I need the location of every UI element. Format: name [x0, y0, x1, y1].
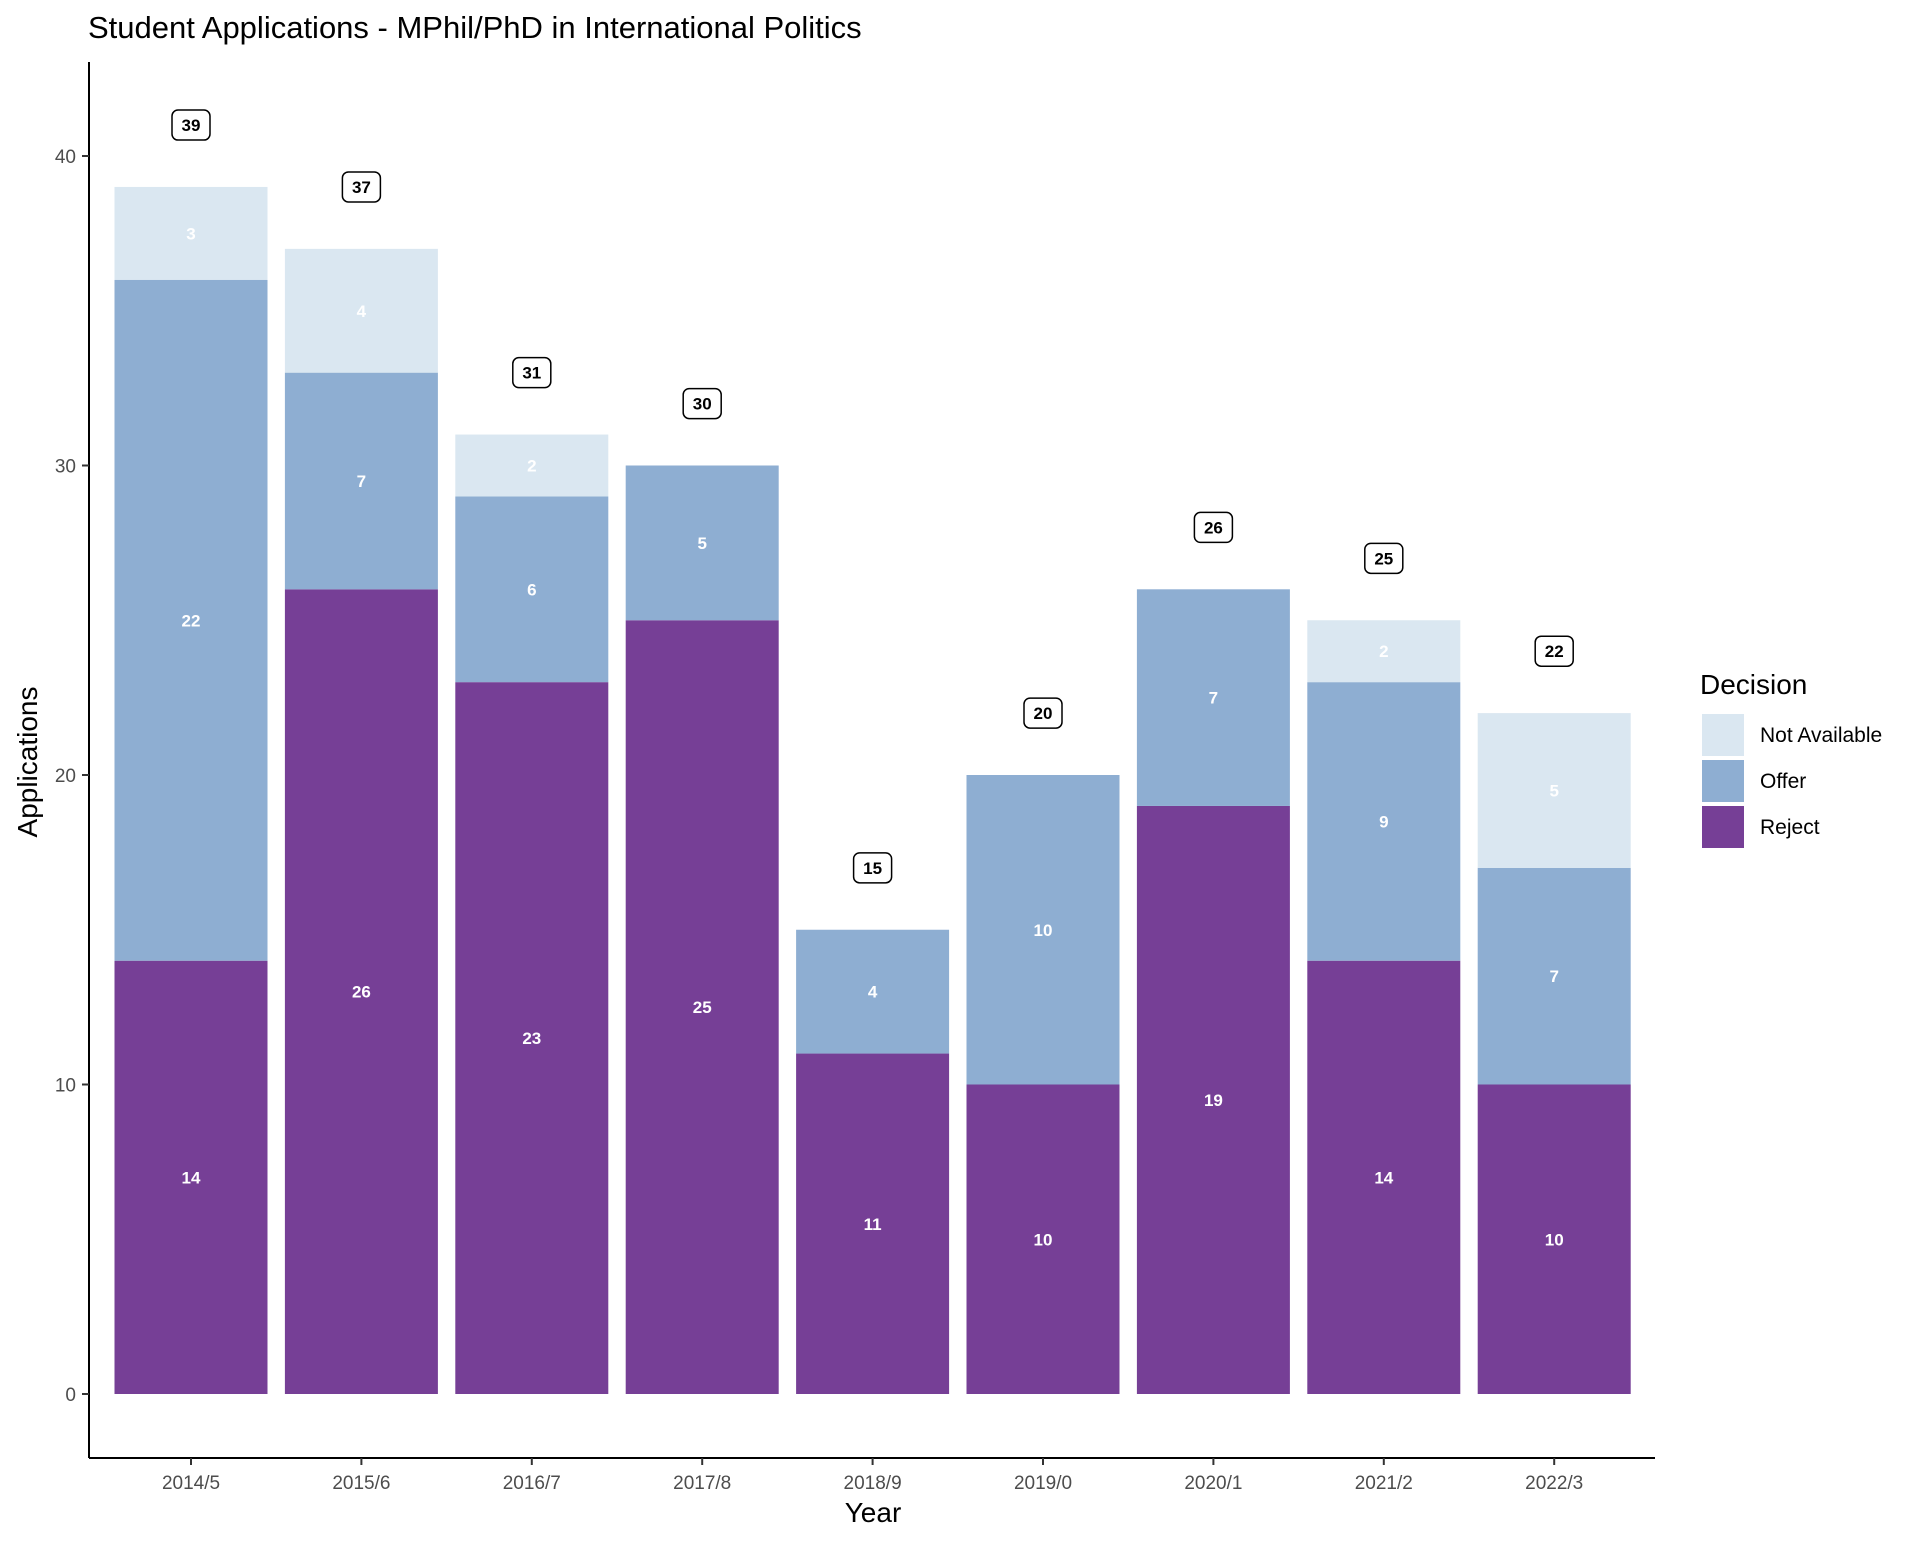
legend-label: Reject: [1760, 816, 1820, 839]
y-tick-label: 0: [65, 1385, 76, 1406]
bar-segment: [1307, 960, 1461, 1394]
bar-segment: [1136, 589, 1290, 806]
total-label: 15: [863, 859, 882, 878]
segment-value-label: 22: [182, 611, 201, 630]
total-label-box: [1534, 635, 1574, 667]
bar-segment: [455, 496, 609, 683]
segment-value-label: 10: [1034, 1230, 1053, 1249]
legend-label: Not Available: [1760, 724, 1882, 747]
total-label: 25: [1374, 549, 1393, 568]
x-tick-label: 2018/9: [844, 1473, 902, 1494]
bar-segment: [114, 279, 268, 961]
total-label-box: [341, 171, 382, 203]
x-tick-label: 2016/7: [503, 1473, 561, 1494]
bar-segment: [796, 929, 950, 1054]
total-label-box: [852, 852, 893, 884]
total-label: 22: [1545, 642, 1564, 661]
segment-value-label: 5: [1549, 781, 1558, 800]
x-tick-label: 2014/5: [162, 1473, 220, 1494]
segment-value-label: 5: [697, 534, 706, 553]
x-tick-label: 2022/3: [1525, 1473, 1583, 1494]
legend-key: [1702, 760, 1744, 802]
total-label-box: [1023, 697, 1063, 729]
bar-segment: [1307, 682, 1461, 961]
bar-segment: [966, 1084, 1120, 1394]
x-tick-label: 2019/0: [1014, 1473, 1072, 1494]
total-label: 37: [352, 178, 371, 197]
total-label-box: [171, 109, 211, 141]
bar-segment: [1136, 805, 1290, 1394]
segment-value-label: 2: [1379, 642, 1388, 661]
legend: Decision Not Available Offer Reject: [1700, 669, 1882, 848]
segment-value-label: 9: [1379, 812, 1388, 831]
total-label: 26: [1204, 518, 1223, 537]
segment-value-label: 26: [352, 983, 371, 1002]
total-label-box: [1364, 542, 1404, 575]
bar-segment: [625, 465, 779, 621]
bar-segment: [625, 620, 779, 1394]
segment-value-label: 7: [1209, 689, 1218, 708]
segment-value-label: 14: [1374, 1168, 1393, 1187]
segment-value-label: 23: [522, 1029, 541, 1048]
y-tick-label: 40: [55, 147, 76, 168]
total-label: 30: [693, 395, 712, 414]
legend-key: [1702, 714, 1744, 756]
segment-value-label: 25: [693, 998, 712, 1017]
y-tick-label: 20: [55, 766, 76, 787]
total-label-box: [1193, 511, 1234, 544]
bar-segment: [1477, 867, 1631, 1085]
legend-key: [1702, 806, 1744, 848]
segment-value-label: 3: [186, 224, 195, 243]
segment-value-label: 7: [1549, 967, 1558, 986]
segment-value-label: 19: [1204, 1091, 1223, 1110]
legend-title: Decision: [1700, 669, 1807, 700]
bar-segment: [455, 682, 609, 1394]
bar-segment: [1307, 620, 1461, 683]
x-tick-label: 2020/1: [1184, 1473, 1242, 1494]
segment-value-label: 10: [1545, 1230, 1564, 1249]
bar-segment: [114, 186, 268, 280]
bar-segment: [455, 434, 609, 497]
x-tick-label: 2021/2: [1355, 1473, 1413, 1494]
segment-value-label: 14: [182, 1168, 201, 1187]
x-tick-label: 2015/6: [332, 1473, 390, 1494]
bar-segment: [1477, 713, 1631, 868]
y-tick-label: 10: [55, 1076, 76, 1097]
segment-value-label: 11: [864, 1215, 882, 1234]
bar-segment: [284, 589, 438, 1394]
total-label: 31: [522, 364, 541, 383]
bar-segment: [966, 775, 1120, 1085]
x-axis-title: Year: [845, 1497, 902, 1528]
bar-segment: [284, 248, 438, 373]
y-tick-label: 30: [55, 457, 76, 478]
total-label-box: [512, 356, 552, 389]
segment-value-label: 4: [868, 983, 878, 1002]
segment-value-label: 10: [1034, 921, 1053, 940]
total-label: 20: [1034, 704, 1053, 723]
plot-area: 0 10 20 30 40 14 22 3 39 2014/5 26 7 4 37 2015/6 23 6 2 31…: [55, 62, 1655, 1494]
bar-segment: [284, 372, 438, 590]
legend-label: Offer: [1760, 770, 1806, 793]
y-axis-title: Applications: [12, 687, 43, 838]
bar-segment: [796, 1053, 950, 1394]
segment-value-label: 4: [357, 302, 367, 321]
total-label-box: [682, 387, 722, 420]
bar-segment: [114, 960, 268, 1394]
segment-value-label: 7: [357, 472, 366, 491]
bar-segment: [1477, 1084, 1631, 1394]
segment-value-label: 2: [527, 457, 536, 476]
x-tick-label: 2017/8: [673, 1473, 731, 1494]
total-label: 39: [182, 116, 201, 135]
segment-value-label: 6: [527, 580, 536, 599]
chart-title: Student Applications - MPhil/PhD in Inte…: [88, 10, 862, 45]
